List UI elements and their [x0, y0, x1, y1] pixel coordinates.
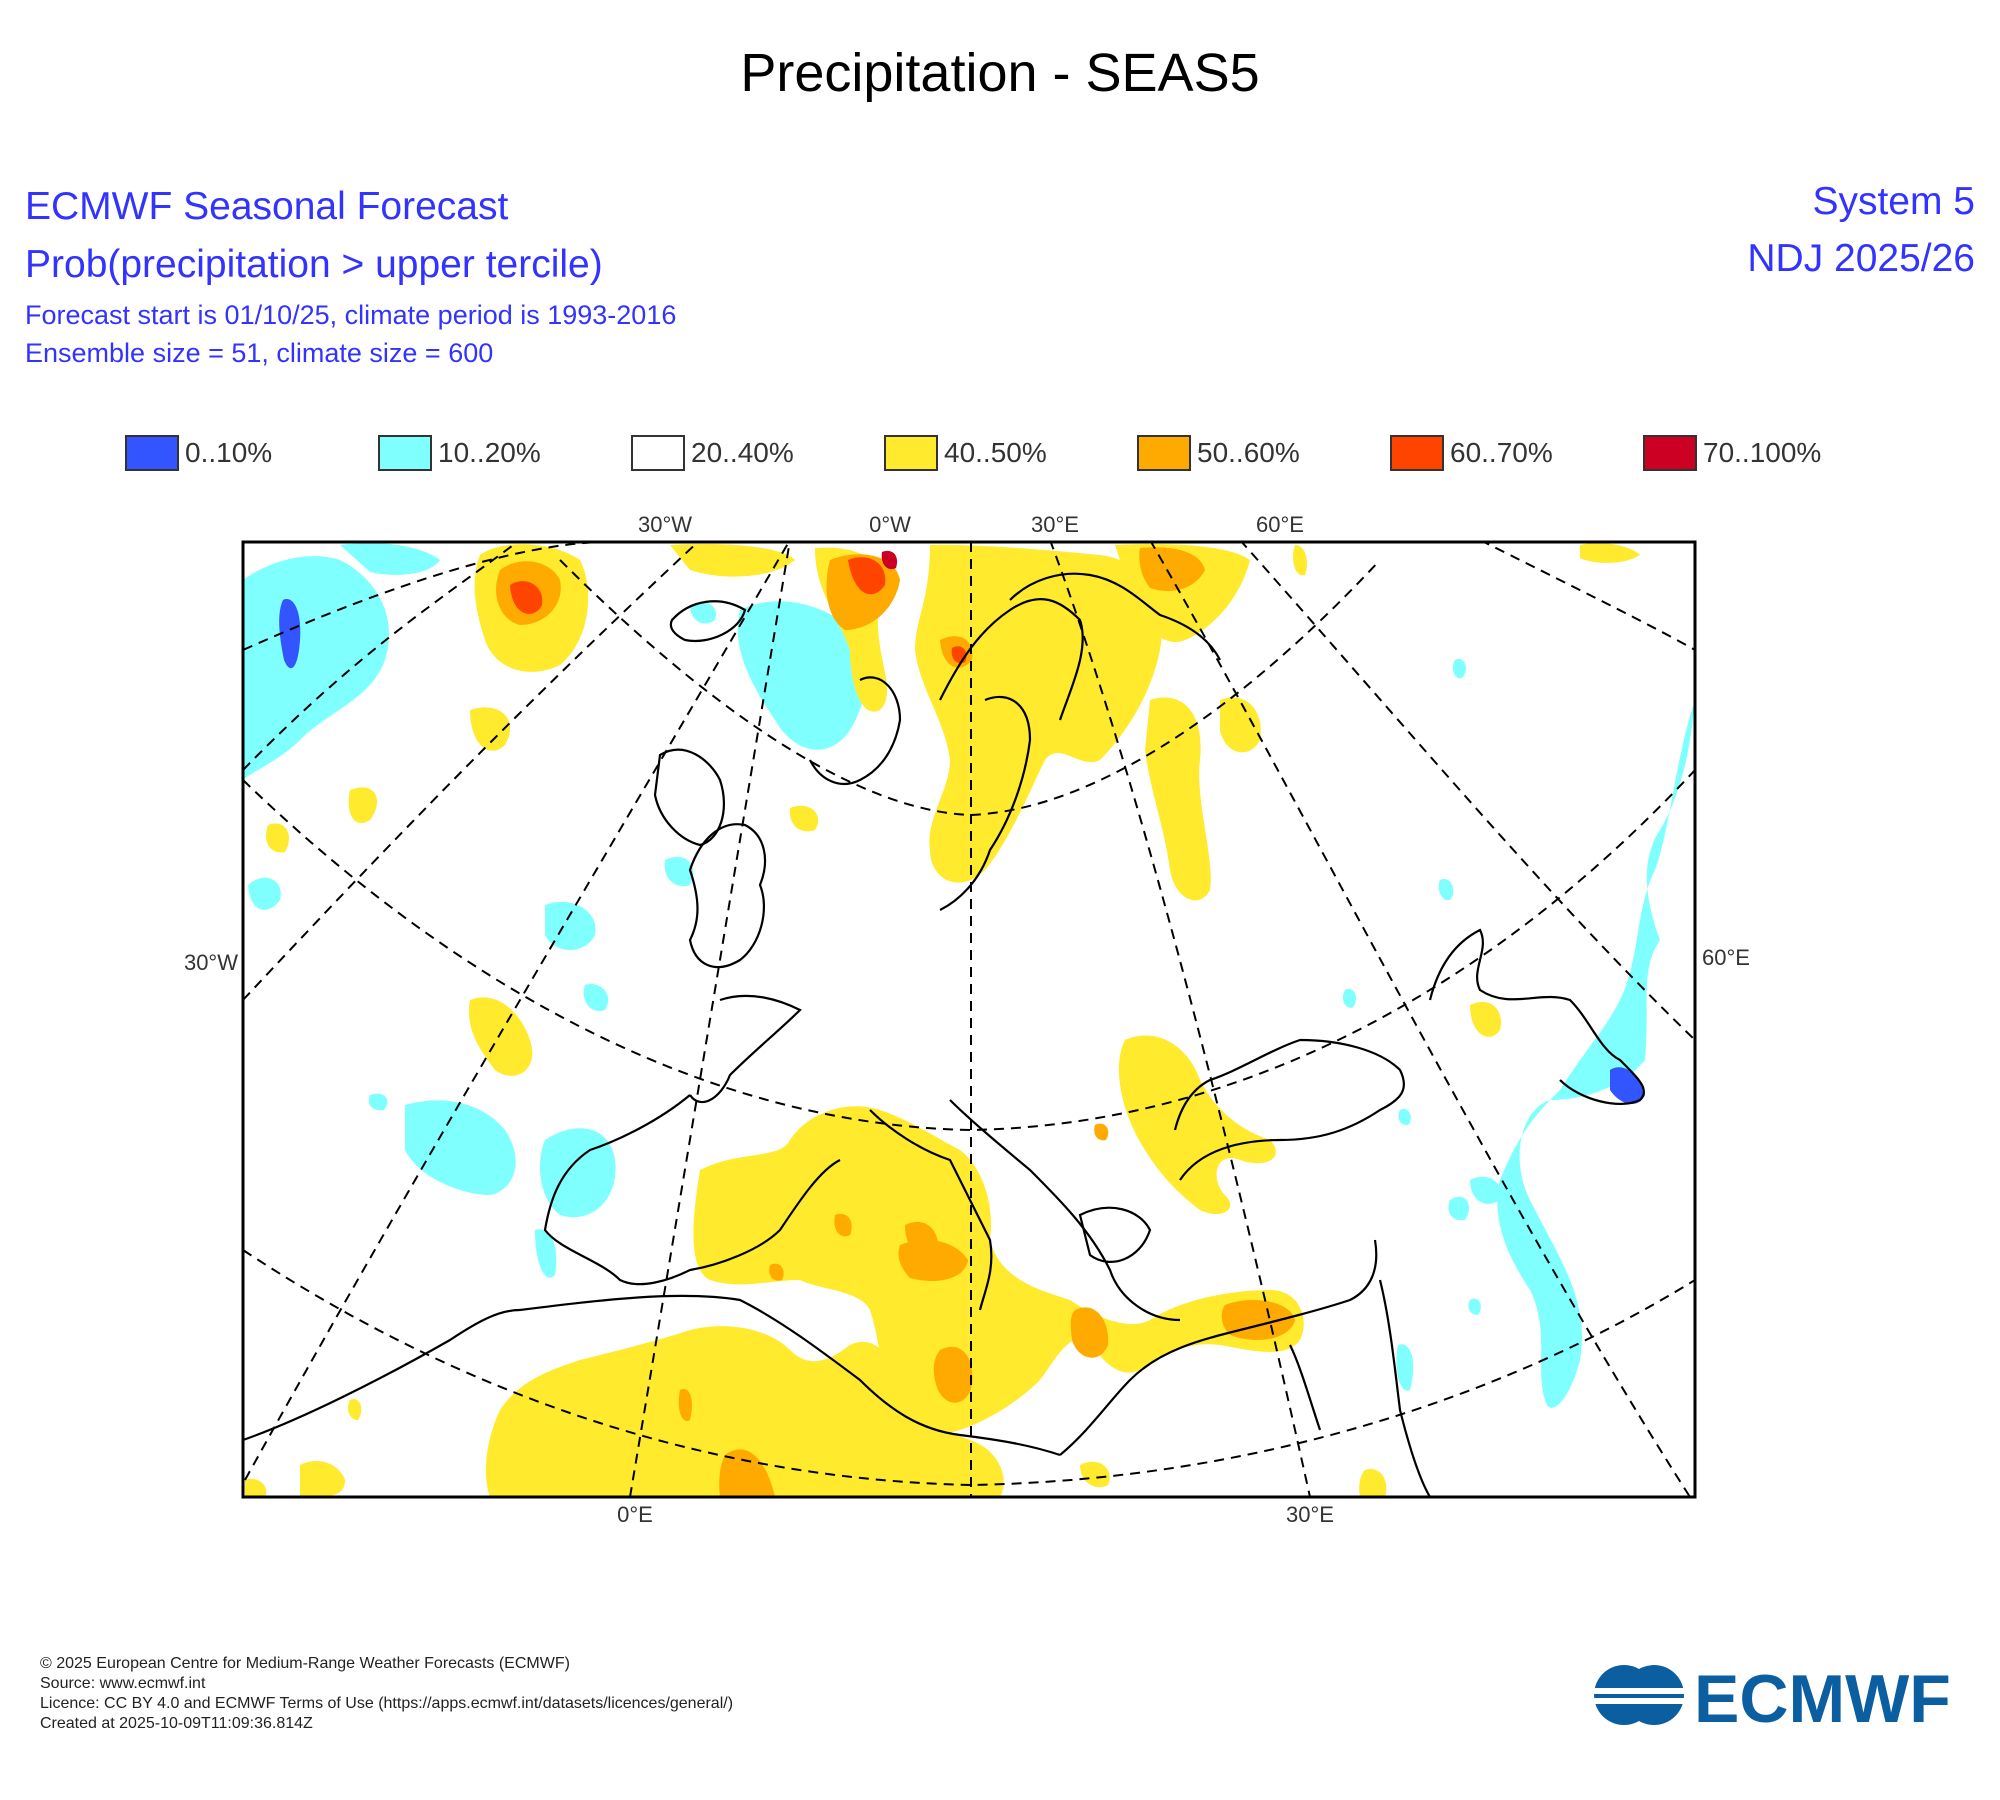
- period-label: NDJ 2025/26: [1747, 237, 1975, 280]
- logo-text: ECMWF: [1694, 1661, 1951, 1730]
- forecast-start-info: Forecast start is 01/10/25, climate peri…: [25, 300, 677, 330]
- legend-swatch: [378, 435, 432, 471]
- map-frame: [241, 540, 1697, 1499]
- map-label-top: 0°W: [869, 512, 911, 537]
- coastlines: [243, 572, 1645, 1497]
- legend-item: 40..50%: [884, 433, 1047, 473]
- legend-swatch: [125, 435, 179, 471]
- map-label-top: 30°W: [638, 512, 692, 537]
- ensemble-info: Ensemble size = 51, climate size = 600: [25, 338, 494, 368]
- ecmwf-logo: ECMWF: [1594, 1661, 1951, 1730]
- org-title: ECMWF Seasonal Forecast: [25, 185, 509, 228]
- very-high-probability-areas: [881, 550, 898, 570]
- legend-item: 0..10%: [125, 433, 272, 473]
- map-axis-labels: 30°W 0°W 30°E 60°E 30°W 60°E 0°E 30°E: [184, 512, 1750, 1527]
- logo-mark: [1594, 1665, 1684, 1725]
- legend-label: 60..70%: [1450, 437, 1553, 468]
- footer-copyright: © 2025 European Centre for Medium-Range …: [40, 1655, 570, 1672]
- legend-label: 10..20%: [438, 437, 541, 468]
- legend-label: 70..100%: [1703, 437, 1822, 468]
- legend-label: 50..60%: [1197, 437, 1300, 468]
- map-label-right: 60°E: [1702, 945, 1750, 970]
- legend-label: 20..40%: [691, 437, 794, 468]
- legend-item: 70..100%: [1643, 433, 1821, 473]
- legend-swatch: [631, 435, 685, 471]
- legend-item: 50..60%: [1137, 433, 1300, 473]
- legend-item: 10..20%: [378, 433, 541, 473]
- footer-licence: Licence: CC BY 4.0 and ECMWF Terms of Us…: [40, 1695, 734, 1712]
- product-title: Prob(precipitation > upper tercile): [25, 243, 603, 286]
- map-label-bottom: 30°E: [1286, 1502, 1334, 1527]
- above-normal-areas: [245, 543, 1640, 1497]
- legend-swatch: [1137, 435, 1191, 471]
- legend-item: 60..70%: [1390, 433, 1553, 473]
- map-label-top: 60°E: [1256, 512, 1304, 537]
- legend-label: 40..50%: [944, 437, 1047, 468]
- legend-swatch: [1390, 435, 1444, 471]
- low-probability-areas: [243, 543, 1695, 1408]
- legend-swatch: [884, 435, 938, 471]
- map-label-left: 30°W: [184, 950, 238, 975]
- map-label-bottom: 0°E: [617, 1502, 653, 1527]
- legend: 0..10% 10..20% 20..40% 40..50% 50..60% 6…: [125, 433, 1885, 473]
- probability-field: [243, 542, 1695, 1497]
- system-label: System 5: [1812, 180, 1975, 223]
- footer-source: Source: www.ecmwf.int: [40, 1675, 206, 1692]
- legend-item: 20..40%: [631, 433, 794, 473]
- legend-swatch: [1643, 435, 1697, 471]
- page-title: Precipitation - SEAS5: [740, 43, 1260, 103]
- footer-created: Created at 2025-10-09T11:09:36.814Z: [40, 1715, 313, 1732]
- legend-label: 0..10%: [185, 437, 273, 468]
- map-label-top: 30°E: [1031, 512, 1079, 537]
- graticule: [243, 542, 1695, 1497]
